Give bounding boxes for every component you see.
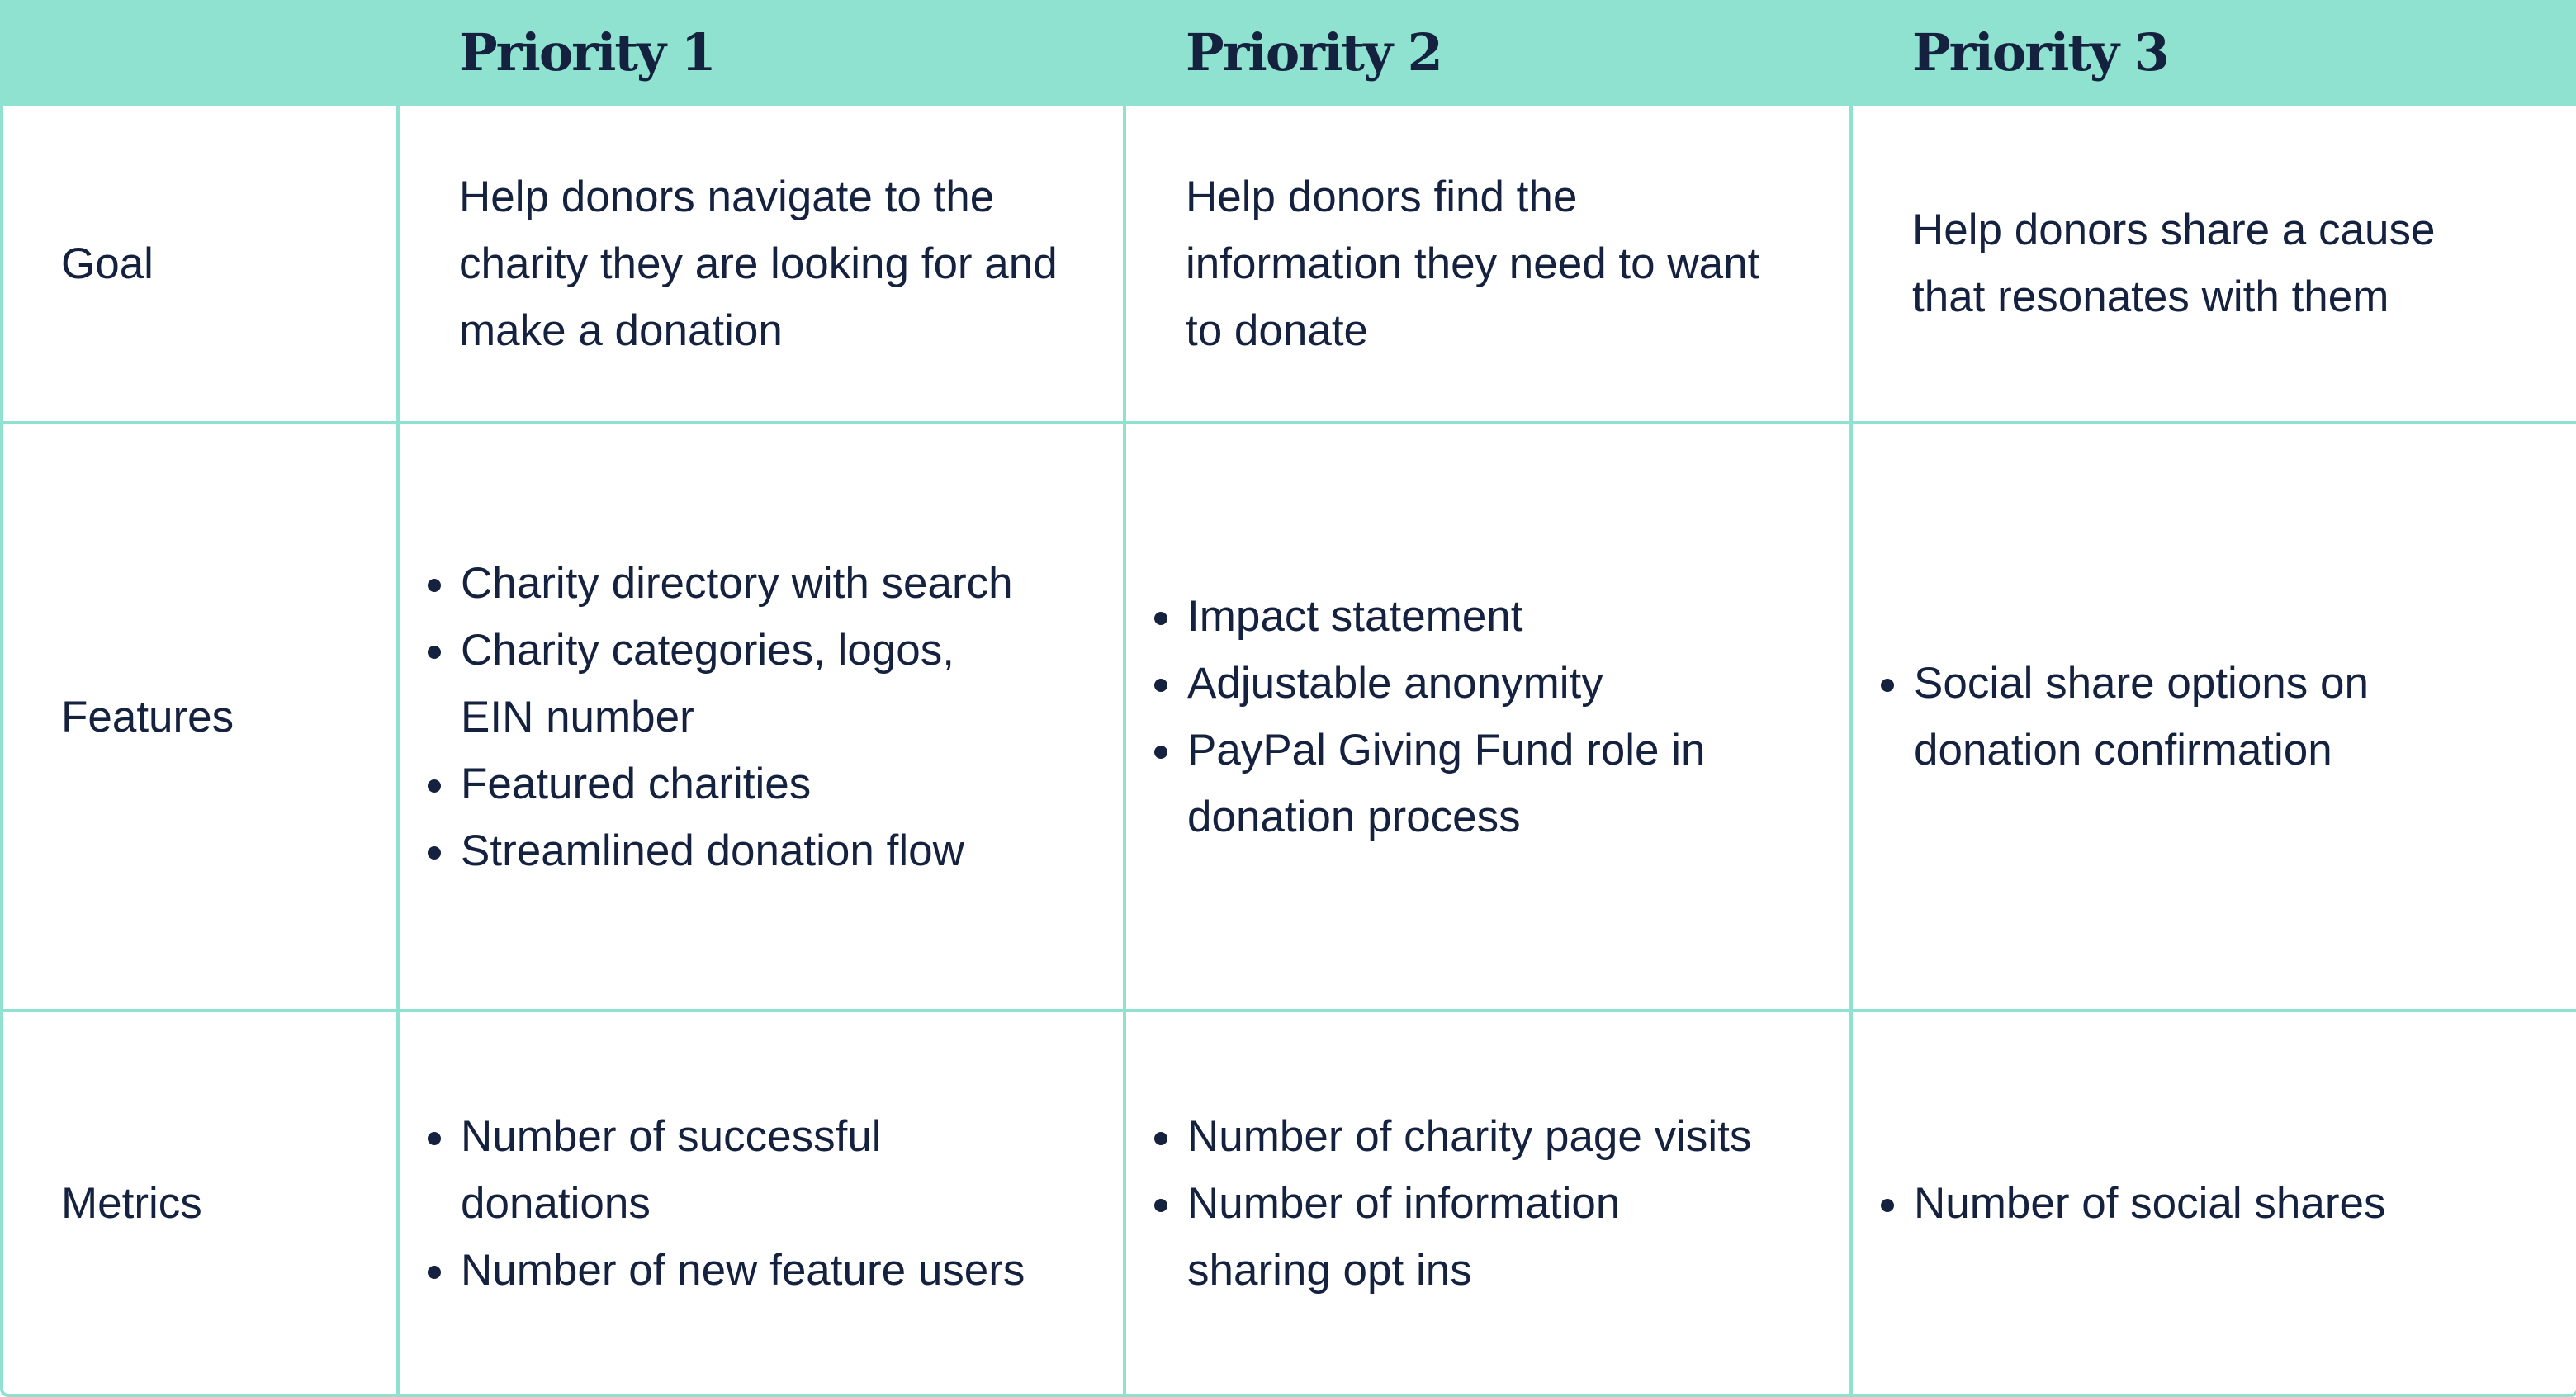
cell-text: Help donors navigate to the charity they… [459, 172, 1058, 355]
metrics-priority-2: Number of charity page visits Number of … [1120, 1012, 1764, 1394]
cell-text: Help donors share a cause that resonates… [1912, 206, 2436, 321]
metrics-priority-1: Number of successful donations Number of… [393, 1012, 1037, 1394]
list-item: Number of social shares [1912, 1170, 2385, 1237]
list-item: Charity directory with search [459, 550, 1037, 617]
list-item: Featured charities [459, 751, 1037, 817]
metrics-priority-3: Number of social shares [1846, 1012, 2507, 1394]
column-divider [396, 106, 400, 1394]
bullet-list: Number of charity page visits Number of … [1120, 1103, 1764, 1304]
row-label-goal: Goal [61, 106, 391, 421]
table-header: Priority 1 Priority 2 Priority 3 [3, 0, 2576, 106]
list-item: Number of new feature users [459, 1237, 1037, 1304]
goal-priority-1: Help donors navigate to the charity they… [459, 106, 1111, 421]
header-priority-2: Priority 2 [1186, 22, 1443, 83]
bullet-list: Impact statement Adjustable anonymity Pa… [1120, 583, 1764, 850]
goal-priority-3: Help donors share a cause that resonates… [1912, 106, 2507, 421]
goal-priority-2: Help donors find the information they ne… [1186, 106, 1780, 421]
list-item: Number of successful donations [459, 1103, 1037, 1237]
list-item: Adjustable anonymity [1186, 650, 1764, 717]
row-label-features: Features [61, 424, 391, 1009]
row-divider [3, 1009, 2576, 1012]
row-label-text: Metrics [61, 1178, 202, 1228]
bullet-list: Social share options on donation confirm… [1846, 650, 2441, 784]
cell-text: Help donors find the information they ne… [1186, 172, 1760, 355]
features-priority-1: Charity directory with search Charity ca… [393, 424, 1037, 1009]
row-label-text: Goal [61, 239, 154, 288]
features-priority-2: Impact statement Adjustable anonymity Pa… [1120, 424, 1764, 1009]
list-item: Number of charity page visits [1186, 1103, 1764, 1170]
list-item: Number of information sharing opt ins [1186, 1170, 1764, 1304]
features-priority-3: Social share options on donation confirm… [1846, 424, 2441, 1009]
bullet-list: Number of successful donations Number of… [393, 1103, 1037, 1304]
column-divider [1123, 106, 1126, 1394]
list-item: PayPal Giving Fund role in donation proc… [1186, 717, 1764, 850]
list-item: Impact statement [1186, 583, 1764, 650]
column-divider [1849, 106, 1853, 1394]
list-item: Charity categories, logos, EIN number [459, 617, 1037, 751]
header-priority-1: Priority 1 [459, 22, 717, 83]
row-label-text: Features [61, 692, 234, 741]
bullet-list: Number of social shares [1846, 1170, 2385, 1237]
list-item: Streamlined donation flow [459, 817, 1037, 884]
header-priority-3: Priority 3 [1912, 22, 2170, 83]
list-item: Social share options on donation confirm… [1912, 650, 2441, 784]
row-label-metrics: Metrics [61, 1012, 391, 1394]
bullet-list: Charity directory with search Charity ca… [393, 550, 1037, 884]
row-divider [3, 421, 2576, 424]
